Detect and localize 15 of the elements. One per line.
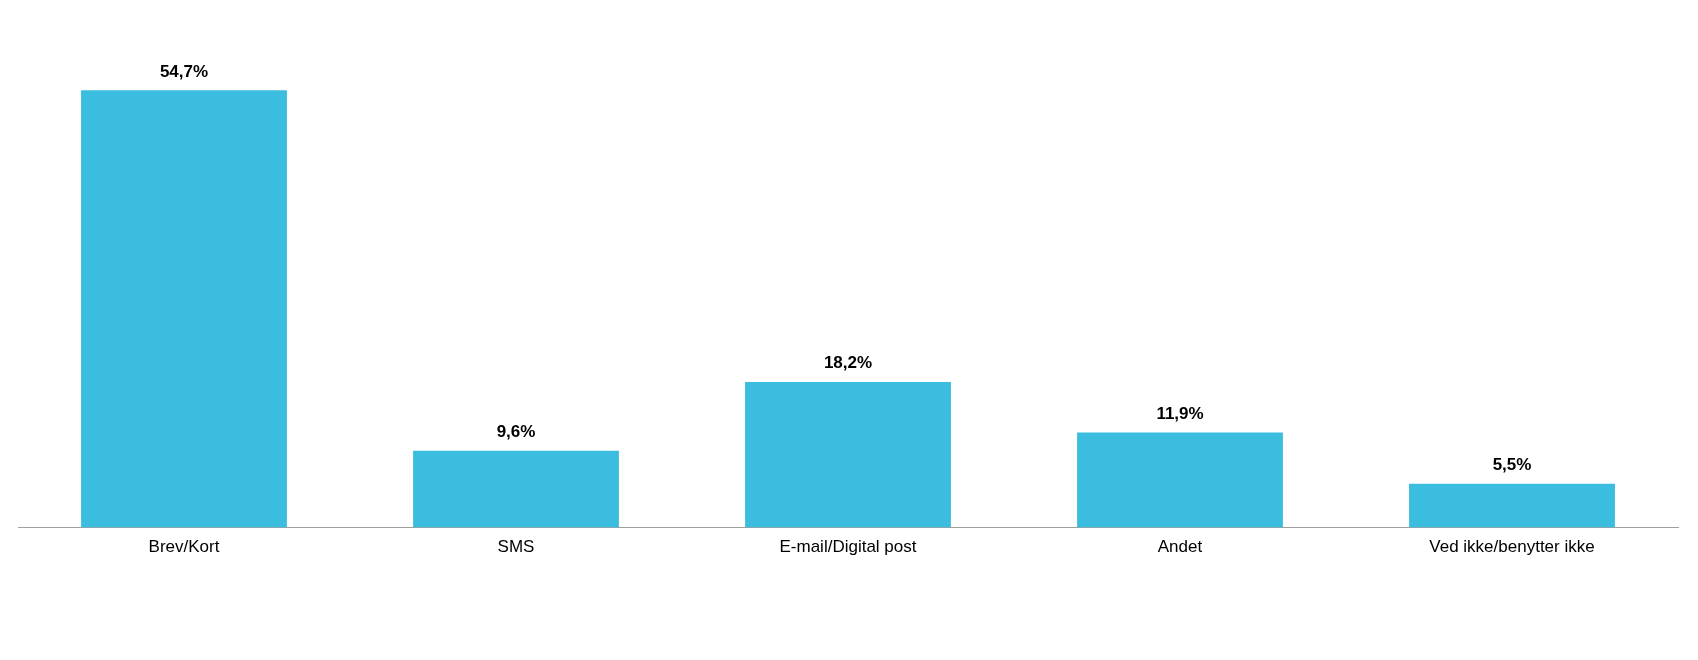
data-label: 9,6% — [496, 422, 536, 442]
x-tick-label: Brev/Kort — [148, 537, 220, 557]
bar — [745, 382, 951, 528]
bar — [1409, 483, 1615, 528]
bar — [81, 90, 287, 528]
data-label: 18,2% — [823, 353, 873, 373]
data-label: 11,9% — [1156, 403, 1204, 423]
x-tick-label: SMS — [497, 537, 535, 557]
data-label: 54,7% — [159, 61, 209, 81]
bar — [1077, 432, 1283, 528]
x-tick-label: E-mail/Digital post — [779, 537, 917, 557]
x-tick-label: Ved ikke/benytter ikke — [1429, 537, 1595, 557]
data-label: 5,5% — [1492, 454, 1532, 474]
bar — [413, 450, 619, 528]
x-tick-label: Andet — [1157, 537, 1203, 557]
